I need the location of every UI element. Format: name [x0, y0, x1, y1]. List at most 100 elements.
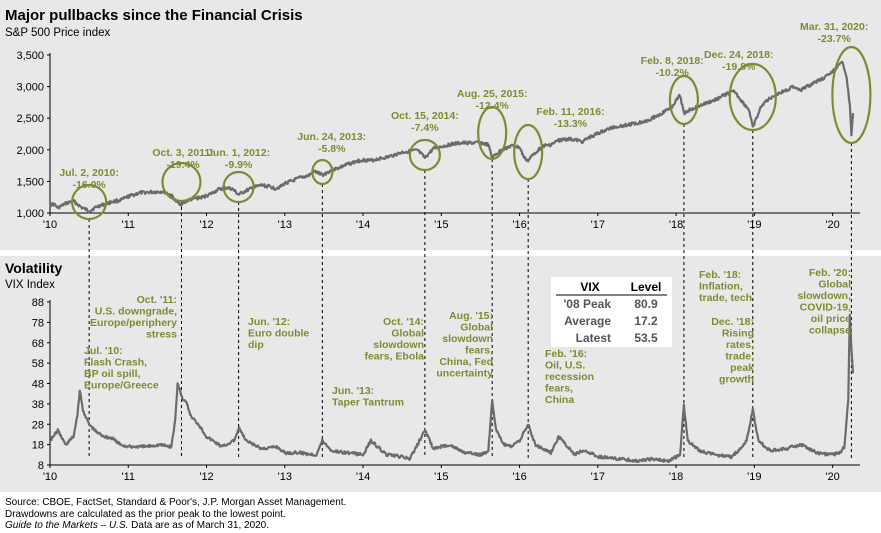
vix-table-label-latest: Latest [576, 331, 611, 345]
vix-x-tick-label: '11 [121, 471, 135, 483]
volatility-annotation-line: Jul. '10: [84, 345, 123, 357]
bottom-title: Volatility [5, 260, 63, 276]
vix-y-tick-label: 78 [32, 317, 44, 329]
volatility-annotation-line: dip [248, 339, 264, 351]
sp500-y-tick-label: 3,500 [16, 50, 44, 62]
drawdown-circle [71, 183, 108, 221]
drawdown-annotation-date: Feb. 8, 2018: [641, 55, 704, 67]
footer-drawdown-note: Drawdowns are calculated as the prior pe… [5, 508, 286, 520]
drawdown-annotation-value: -13.3% [554, 118, 588, 130]
volatility-annotation-line: recession [545, 371, 594, 383]
vix-x-tick-label: '10 [43, 471, 57, 483]
drawdown-circle [311, 158, 334, 186]
volatility-annotation-line: growth [719, 374, 754, 386]
volatility-annotation-line: Oil, U.S. [545, 360, 585, 372]
drawdown-annotation-value: -9.9% [225, 159, 253, 171]
volatility-annotation-line: Feb. '16: [545, 348, 587, 360]
sp500-y-tick-label: 1,000 [16, 208, 44, 220]
vix-axes: 8 18 28 38 48 58 68 78 88 '10 '11 '12 '13 '14 '15 '16 '1… [32, 297, 860, 483]
volatility-annotation-line: Europe/Greece [84, 380, 159, 392]
drawdown-circles [71, 45, 872, 221]
footer: Source: CBOE, FactSet, Standard & Poor's… [5, 497, 346, 532]
drawdown-annotation-date: Mar. 31, 2020: [800, 21, 868, 33]
volatility-annotation-line: Dec. '18: [711, 316, 754, 328]
top-panel-bg [0, 0, 881, 250]
vix-series-line [49, 313, 855, 464]
volatility-annotation-line: fears, Ebola [364, 351, 424, 363]
vix-x-tick-label: '18 [669, 471, 683, 483]
drawdown-annotation-date: Aug. 25, 2015: [457, 88, 528, 100]
drawdown-annotation-date: Dec. 24, 2018: [704, 49, 773, 61]
sp500-x-tick-label: '20 [825, 219, 839, 231]
volatility-annotation-line: slowdown [373, 339, 424, 351]
vix-x-tick-label: '12 [199, 471, 213, 483]
sp500-y-tick-label: 2,500 [16, 113, 44, 125]
volatility-annotation-line: Feb. '18: [699, 269, 741, 281]
vix-x-tick-label: '19 [747, 471, 761, 483]
drawdown-circle [161, 161, 202, 203]
vix-y-tick-label: 18 [32, 440, 44, 452]
event-guides [88, 124, 852, 458]
sp500-x-tick-label: '16 [512, 219, 526, 231]
drawdown-circle [513, 123, 544, 181]
volatility-annotation-line: COVID-19, [800, 302, 851, 314]
drawdown-annotation-date: Feb. 11, 2016: [536, 106, 604, 118]
vix-y-tick-label: 48 [32, 379, 44, 391]
vix-y-tick-label: 38 [32, 399, 44, 411]
vix-y-tick-label: 68 [32, 338, 44, 350]
sp500-x-tick-label: '14 [356, 219, 370, 231]
top-subtitle: S&P 500 Price index [5, 27, 111, 39]
volatility-annotation-line: uncertainty [436, 368, 493, 380]
sp500-x-tick-label: '19 [747, 219, 761, 231]
sp500-x-tick-label: '13 [278, 219, 292, 231]
footer-date-note: Guide to the Markets – U.S. Data are as … [5, 520, 346, 532]
sp500-y-tick-label: 3,000 [16, 82, 44, 94]
footer-date-text: Data are as of March 31, 2020. [128, 520, 270, 531]
vix-table-header-level: Level [631, 280, 662, 294]
vix-table-label-average: Average [564, 314, 611, 328]
drawdown-annotation-value: -7.4% [411, 122, 439, 134]
bottom-subtitle: VIX Index [5, 279, 55, 291]
vix-x-tick-label: '15 [434, 471, 448, 483]
drawdown-annotation-date: Jun. 1, 2012: [207, 147, 270, 159]
volatility-annotation-line: Global [818, 279, 851, 291]
drawdown-circle [831, 45, 872, 145]
volatility-annotation-line: oil price [811, 313, 851, 325]
drawdown-annotation-value: -19.4% [166, 159, 200, 171]
volatility-annotation-line: collapse [809, 325, 851, 337]
volatility-annotation-line: China, Fed [439, 356, 493, 368]
drawdown-circle [222, 170, 255, 204]
drawdown-annotation-date: Oct. 15, 2014: [391, 110, 459, 122]
vix-table: VIX Level '08 Peak 80.9 Average 17.2 Lat… [551, 277, 672, 347]
sp500-x-tick-label: '18 [669, 219, 683, 231]
volatility-annotation-line: Oct. '11: [137, 294, 177, 306]
sp500-y-tick-label: 1,500 [16, 176, 44, 188]
vix-y-tick-label: 88 [32, 297, 44, 309]
drawdown-annotation-value: -5.8% [318, 143, 346, 155]
volatility-annotation-line: Aug. '15: [449, 310, 493, 322]
volatility-annotation-line: fears, [545, 383, 573, 395]
vix-table-bg [551, 277, 672, 347]
volatility-annotation-line: Global [460, 322, 493, 334]
footer-guide-title: Guide to the Markets – U.S. [5, 520, 129, 531]
volatility-annotation-line: Rising [722, 328, 754, 340]
volatility-annotation-line: trade, [725, 351, 754, 363]
drawdown-annotation-date: Oct. 3, 2011: [152, 147, 213, 159]
volatility-annotation-line: U.S. downgrade, [95, 306, 177, 318]
drawdown-circle [668, 74, 700, 126]
vix-x-tick-label: '14 [356, 471, 370, 483]
volatility-annotation-line: Oct. '14: [383, 316, 424, 328]
vix-table-value-latest: 53.5 [634, 331, 658, 345]
top-title: Major pullbacks since the Financial Cris… [5, 7, 303, 24]
vix-x-tick-label: '13 [278, 471, 292, 483]
volatility-annotation-line: Inflation, [699, 281, 743, 293]
drawdown-annotation-value: -19.8% [722, 61, 756, 73]
volatility-annotation-line: Europe/periphery [90, 317, 177, 329]
drawdown-annotation-value: -23.7% [818, 33, 852, 45]
volatility-annotation-line: Global [391, 328, 424, 340]
volatility-annotation-line: Flash Crash, [84, 357, 147, 369]
vix-table-value-average: 17.2 [634, 314, 658, 328]
vix-table-header-vix: VIX [580, 280, 599, 294]
vix-x-tick-label: '17 [591, 471, 605, 483]
